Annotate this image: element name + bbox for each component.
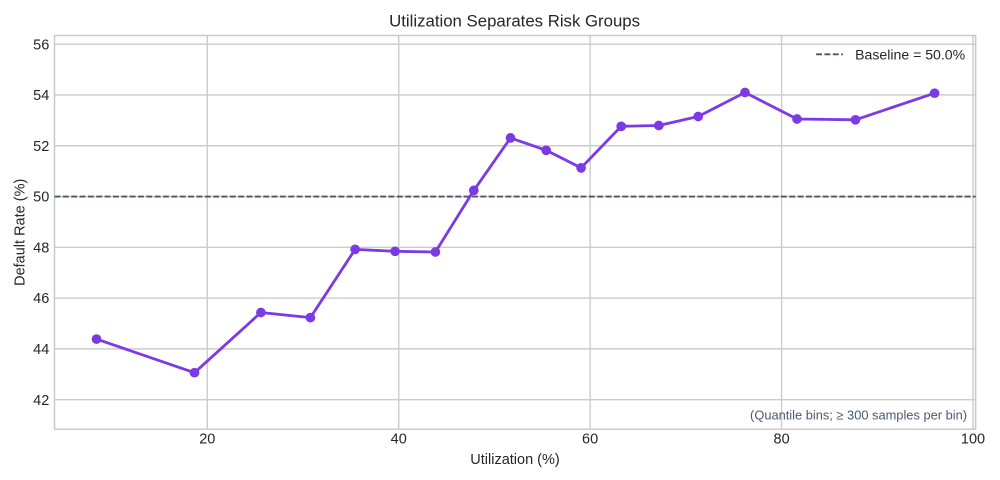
svg-text:Default Rate (%): Default Rate (%)	[13, 179, 29, 286]
svg-text:60: 60	[582, 432, 598, 448]
svg-text:Utilization Separates Risk Gro: Utilization Separates Risk Groups	[389, 12, 640, 31]
svg-text:48: 48	[33, 240, 49, 256]
svg-text:40: 40	[391, 432, 407, 448]
svg-text:52: 52	[33, 139, 49, 155]
svg-text:44: 44	[33, 342, 49, 358]
svg-text:56: 56	[33, 37, 49, 53]
svg-text:Baseline = 50.0%: Baseline = 50.0%	[855, 47, 966, 63]
svg-text:100: 100	[961, 432, 985, 448]
svg-text:20: 20	[199, 432, 215, 448]
svg-text:80: 80	[774, 432, 790, 448]
svg-text:Utilization (%): Utilization (%)	[470, 452, 559, 468]
svg-text:(Quantile bins; ≥ 300 samples: (Quantile bins; ≥ 300 samples per bin)	[750, 407, 967, 422]
svg-text:54: 54	[33, 88, 49, 104]
svg-text:46: 46	[33, 291, 49, 307]
svg-text:42: 42	[33, 393, 49, 409]
svg-text:50: 50	[33, 190, 49, 206]
